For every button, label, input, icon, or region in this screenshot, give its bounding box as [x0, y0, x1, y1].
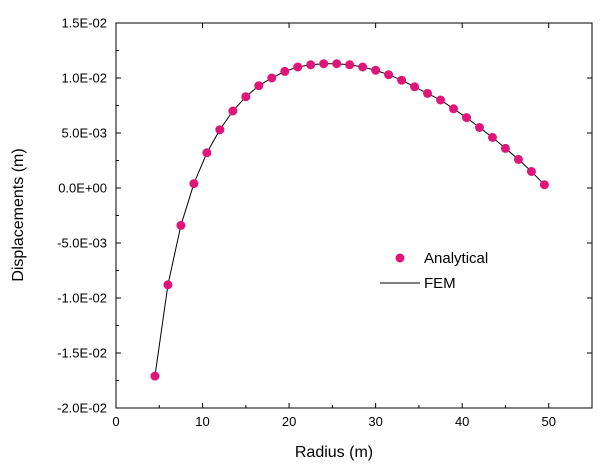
legend-label-analytical: Analytical: [424, 250, 488, 267]
analytical-point: [500, 143, 510, 153]
legend: Analytical FEM: [380, 250, 488, 292]
analytical-point: [474, 123, 484, 132]
fem-series: [154, 63, 545, 377]
analytical-point: [449, 104, 459, 114]
analytical-point: [423, 88, 433, 98]
analytical-point: [280, 66, 290, 76]
analytical-point: [202, 148, 212, 158]
y-tick-label: 0.0E+00: [58, 181, 107, 196]
fem-line: [154, 63, 545, 377]
x-tick-label: 50: [541, 414, 555, 429]
analytical-point: [487, 132, 497, 142]
analytical-point: [539, 180, 549, 190]
analytical-point: [215, 125, 225, 135]
analytical-point: [332, 59, 342, 69]
analytical-point: [254, 81, 264, 91]
analytical-series: [150, 59, 549, 381]
y-tick-label: 1.0E-02: [61, 71, 107, 86]
x-tick-label: 20: [282, 414, 296, 429]
analytical-point: [150, 371, 160, 381]
x-tick-label: 10: [195, 414, 209, 429]
analytical-point: [513, 154, 523, 164]
analytical-point: [189, 179, 199, 189]
y-tick-label: -1.0E-02: [57, 291, 107, 306]
x-axis-title: Radius (m): [295, 444, 373, 461]
analytical-point: [241, 92, 251, 102]
analytical-point: [462, 113, 472, 123]
analytical-point: [228, 106, 238, 116]
analytical-point: [436, 95, 446, 105]
x-tick-label: 0: [112, 414, 119, 429]
plot-frame: [115, 22, 593, 409]
analytical-point: [410, 82, 420, 92]
analytical-point: [384, 70, 394, 80]
analytical-point: [345, 60, 355, 70]
x-tick-label: 30: [368, 414, 382, 429]
analytical-point: [371, 65, 381, 75]
legend-marker-analytical: [395, 253, 405, 263]
analytical-point: [526, 167, 536, 176]
analytical-point: [358, 62, 368, 72]
legend-label-fem: FEM: [424, 275, 456, 292]
analytical-point: [319, 59, 329, 69]
analytical-point: [397, 75, 407, 85]
analytical-point: [293, 62, 303, 72]
analytical-point: [176, 220, 186, 230]
analytical-point: [267, 73, 277, 83]
y-tick-label: 5.0E-03: [61, 126, 107, 141]
y-tick-label: 1.5E-02: [61, 16, 107, 31]
y-tick-label: -1.5E-02: [57, 346, 107, 361]
y-tick-label: -5.0E-03: [57, 236, 107, 251]
x-tick-label: 40: [455, 414, 469, 429]
y-tick-label: -2.0E-02: [57, 401, 107, 416]
analytical-point: [306, 60, 316, 70]
axis-ticks: 0 10 20 30 40 50 1.5E-02 1.0E-02 5.0E-03 0.0E+00 -…: [57, 16, 592, 429]
analytical-point: [163, 280, 173, 290]
y-axis-title: Displacements (m): [10, 148, 27, 281]
